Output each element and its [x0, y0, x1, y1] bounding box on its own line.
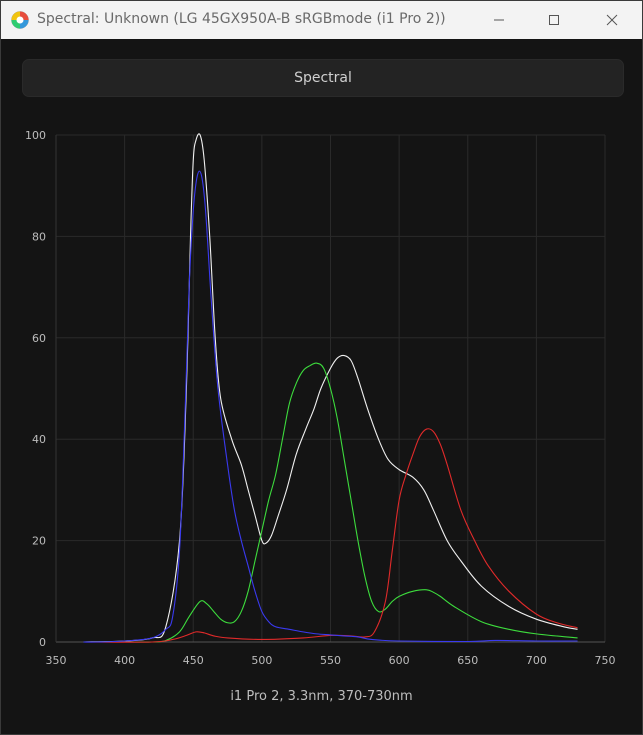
minimize-icon — [494, 19, 504, 21]
title-bar[interactable]: Spectral: Unknown (LG 45GX950A-B sRGBmod… — [1, 1, 642, 39]
x-tick-label: 450 — [183, 654, 204, 667]
maximize-icon — [549, 15, 559, 25]
x-tick-label: 600 — [389, 654, 410, 667]
y-tick-label: 40 — [32, 433, 46, 446]
spectral-header-button[interactable]: Spectral — [22, 59, 624, 97]
x-tick-label: 550 — [320, 654, 341, 667]
red-spectrum-line — [83, 428, 578, 643]
close-button[interactable] — [589, 1, 635, 39]
chart-caption: i1 Pro 2, 3.3nm, 370-730nm — [230, 689, 413, 704]
y-tick-label: 60 — [32, 332, 46, 345]
x-tick-label: 500 — [251, 654, 272, 667]
minimize-button[interactable] — [476, 1, 522, 39]
y-tick-label: 80 — [32, 230, 46, 243]
spectral-chart: 350 400 450 500 550 600 650 700 750 0 20 40 60 80 100 — [25, 129, 616, 667]
x-tick-label: 350 — [46, 654, 67, 667]
x-tick-label: 700 — [526, 654, 547, 667]
x-tick-label: 750 — [595, 654, 616, 667]
window-title: Spectral: Unknown (LG 45GX950A-B sRGBmod… — [37, 11, 446, 27]
x-tick-label: 400 — [114, 654, 135, 667]
maximize-button[interactable] — [531, 1, 577, 39]
green-spectrum-line — [83, 362, 578, 643]
white-spectrum-line — [83, 133, 578, 643]
close-icon — [606, 14, 618, 26]
app-icon — [11, 11, 29, 29]
y-tick-label: 0 — [39, 636, 46, 649]
blue-spectrum-line — [83, 170, 578, 643]
y-tick-label: 100 — [25, 129, 46, 142]
y-tick-label: 20 — [32, 535, 46, 548]
content-area: Spectral 350 400 450 500 550 600 650 700 750 0 20 4… — [1, 39, 642, 734]
x-tick-label: 650 — [457, 654, 478, 667]
